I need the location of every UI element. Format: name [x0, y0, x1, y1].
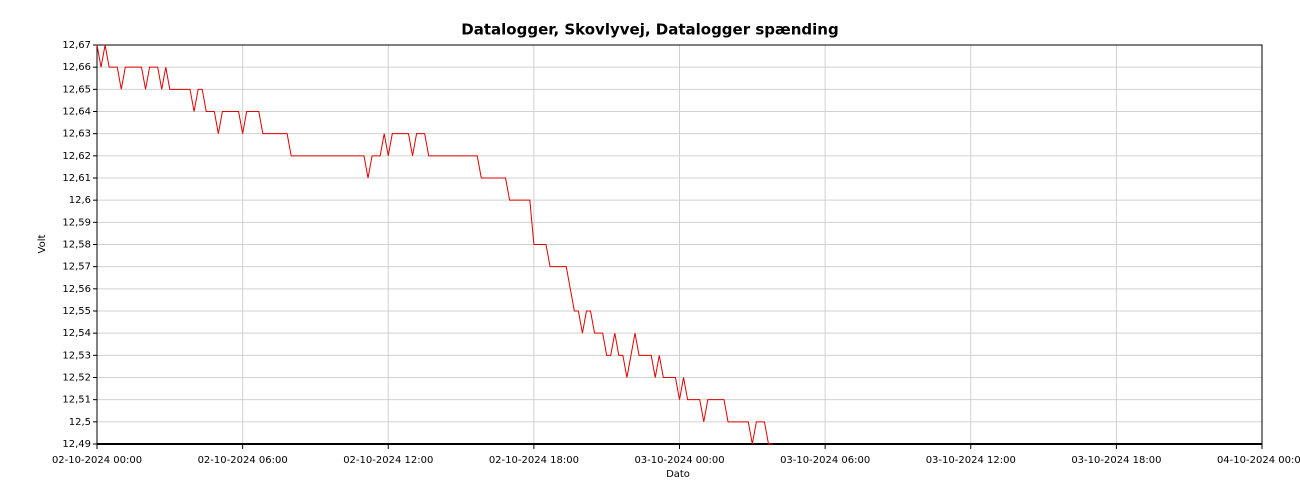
- y-tick-label: 12,53: [62, 350, 91, 361]
- y-tick-label: 12,65: [62, 84, 91, 95]
- y-tick-label: 12,52: [62, 373, 91, 384]
- x-tick-label: 02-10-2024 12:00: [343, 455, 433, 466]
- y-tick-label: 12,5: [69, 417, 91, 428]
- y-tick-label: 12,61: [62, 173, 91, 184]
- y-tick-label: 12,55: [62, 306, 91, 317]
- y-tick-label: 12,57: [62, 262, 91, 273]
- x-tick-label: 03-10-2024 12:00: [926, 455, 1016, 466]
- x-tick-label: 02-10-2024 18:00: [489, 455, 579, 466]
- y-tick-label: 12,51: [62, 395, 91, 406]
- x-tick-label: 04-10-2024 00:00: [1217, 455, 1300, 466]
- y-tick-label: 12,49: [62, 439, 91, 450]
- y-tick-label: 12,56: [62, 284, 91, 295]
- x-tick-label: 03-10-2024 06:00: [780, 455, 870, 466]
- y-tick-label: 12,62: [62, 151, 91, 162]
- x-tick-label: 02-10-2024 06:00: [198, 455, 288, 466]
- x-axis-label: Dato: [666, 469, 690, 480]
- x-tick-label: 03-10-2024 18:00: [1071, 455, 1161, 466]
- y-tick-label: 12,59: [62, 217, 91, 228]
- y-tick-label: 12,66: [62, 62, 91, 73]
- y-axis-label: Volt: [37, 234, 48, 253]
- y-tick-label: 12,54: [62, 328, 91, 339]
- data-line: [96, 44, 773, 445]
- y-tick-label: 12,67: [62, 40, 91, 51]
- y-tick-label: 12,58: [62, 240, 91, 251]
- y-tick-label: 12,64: [62, 107, 91, 118]
- chart-title: Datalogger, Skovlyvej, Datalogger spændi…: [461, 21, 838, 39]
- y-tick-label: 12,63: [62, 129, 91, 140]
- y-tick-label: 12,6: [69, 195, 91, 206]
- x-tick-label: 03-10-2024 00:00: [634, 455, 724, 466]
- x-tick-label: 02-10-2024 00:00: [52, 455, 142, 466]
